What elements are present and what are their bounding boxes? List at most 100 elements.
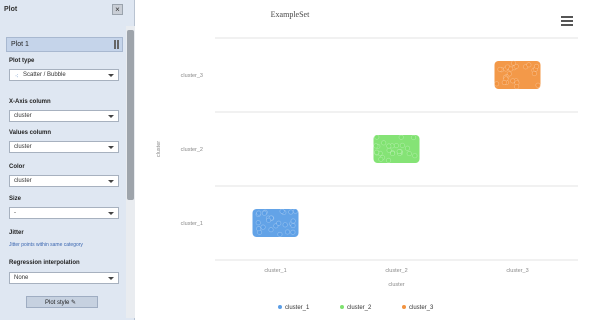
regression-label: Regression interpolation	[9, 260, 80, 266]
chart-legend: cluster_1 cluster_2 cluster_3	[270, 305, 460, 315]
size-label: Size	[9, 196, 22, 202]
x-tick-label: cluster_3	[506, 268, 528, 274]
chevron-down-icon	[108, 277, 114, 280]
data-point	[292, 208, 298, 214]
jitter-link[interactable]: Jitter points within same category	[9, 242, 83, 248]
data-point	[276, 220, 282, 226]
jitter-label: Jitter	[9, 230, 24, 236]
data-point	[285, 229, 291, 235]
legend-item-cluster_2[interactable]: cluster_2	[340, 305, 371, 311]
panel-scrollbar-thumb[interactable]	[127, 30, 134, 200]
data-point	[510, 60, 516, 66]
data-point	[406, 151, 412, 157]
data-point	[398, 134, 404, 140]
plot-type-select[interactable]: ⁖ Scatter / Bubble	[9, 69, 119, 81]
color-select[interactable]: cluster	[9, 175, 119, 187]
data-point	[266, 217, 272, 223]
data-point	[526, 62, 532, 68]
x-tick-label: cluster_1	[264, 268, 286, 274]
data-point	[374, 134, 380, 140]
y-tick-label: cluster_1	[181, 221, 203, 227]
data-point	[390, 151, 396, 157]
data-point	[494, 81, 500, 87]
values-column-label: Values column	[9, 130, 52, 136]
regression-value: None	[14, 275, 29, 281]
legend-marker	[340, 305, 344, 310]
data-point	[256, 226, 262, 232]
data-point	[255, 220, 261, 226]
values-column-select[interactable]: cluster	[9, 141, 119, 153]
chart-title: ExampleSet	[270, 10, 310, 19]
chevron-down-icon	[108, 212, 114, 215]
legend-label: cluster_1	[285, 305, 310, 311]
close-icon[interactable]: ×	[112, 4, 123, 15]
data-point	[404, 145, 410, 151]
x-axis-value: cluster	[14, 113, 32, 119]
data-point	[411, 135, 417, 141]
x-axis-select[interactable]: cluster	[9, 110, 119, 122]
drag-handle-icon[interactable]	[114, 40, 119, 49]
panel-title: Plot	[4, 6, 18, 13]
data-point	[497, 66, 503, 72]
data-point	[290, 223, 296, 229]
plot-tab-label: Plot 1	[11, 41, 29, 48]
plot-type-value: Scatter / Bubble	[23, 72, 66, 78]
data-point	[381, 140, 387, 146]
color-label: Color	[9, 164, 25, 170]
data-point	[378, 156, 384, 162]
hamburger-icon[interactable]	[561, 16, 573, 26]
legend-label: cluster_3	[409, 305, 434, 311]
plot-style-button[interactable]: Plot style ✎	[26, 296, 98, 308]
y-tick-label: cluster_3	[181, 73, 203, 79]
plot-config-panel: Plot × Plot 1 Plot type ⁖ Scatter / Bubb…	[0, 0, 135, 320]
legend-item-cluster_3[interactable]: cluster_3	[402, 305, 433, 311]
plot-type-label: Plot type	[9, 58, 35, 64]
chevron-down-icon	[108, 146, 114, 149]
plot-tab[interactable]: Plot 1	[6, 37, 123, 52]
data-point	[386, 143, 392, 149]
chevron-down-icon	[108, 180, 114, 183]
data-point	[514, 84, 520, 90]
x-tick-label: cluster_2	[385, 268, 407, 274]
data-point	[399, 142, 405, 148]
data-point	[506, 71, 512, 77]
data-point	[256, 210, 262, 216]
chevron-down-icon	[108, 115, 114, 118]
values-column-value: cluster	[14, 144, 32, 150]
scatter-chart-icon: ⁖	[15, 74, 19, 80]
data-point	[273, 223, 279, 229]
data-point	[373, 143, 379, 149]
y-axis-label: cluster	[156, 141, 162, 157]
data-point	[523, 64, 529, 70]
brush-icon: ✎	[71, 300, 77, 306]
data-point	[282, 222, 288, 228]
legend-marker	[278, 305, 282, 310]
data-point	[508, 66, 514, 72]
regression-select[interactable]: None	[9, 272, 119, 284]
data-point	[513, 63, 519, 69]
data-point	[396, 149, 402, 155]
legend-item-cluster_1[interactable]: cluster_1	[278, 305, 309, 311]
data-point	[386, 157, 392, 163]
data-point	[510, 78, 516, 84]
data-point	[535, 82, 541, 88]
data-point	[501, 80, 507, 86]
data-point	[261, 210, 267, 216]
data-point	[260, 224, 266, 230]
data-point	[277, 231, 283, 237]
chevron-down-icon	[108, 74, 114, 77]
data-point	[288, 209, 294, 215]
data-point	[290, 229, 296, 235]
size-select[interactable]: -	[9, 207, 119, 219]
data-point	[290, 218, 296, 224]
plot-style-text: Plot style	[45, 300, 70, 306]
data-point	[374, 149, 380, 155]
color-value: cluster	[14, 178, 32, 184]
plot-style-label: Plot style ✎	[45, 299, 76, 306]
legend-marker	[402, 305, 406, 310]
legend-label: cluster_2	[347, 305, 372, 311]
data-point	[412, 153, 418, 159]
y-tick-label: cluster_2	[181, 147, 203, 153]
data-point	[279, 208, 285, 214]
